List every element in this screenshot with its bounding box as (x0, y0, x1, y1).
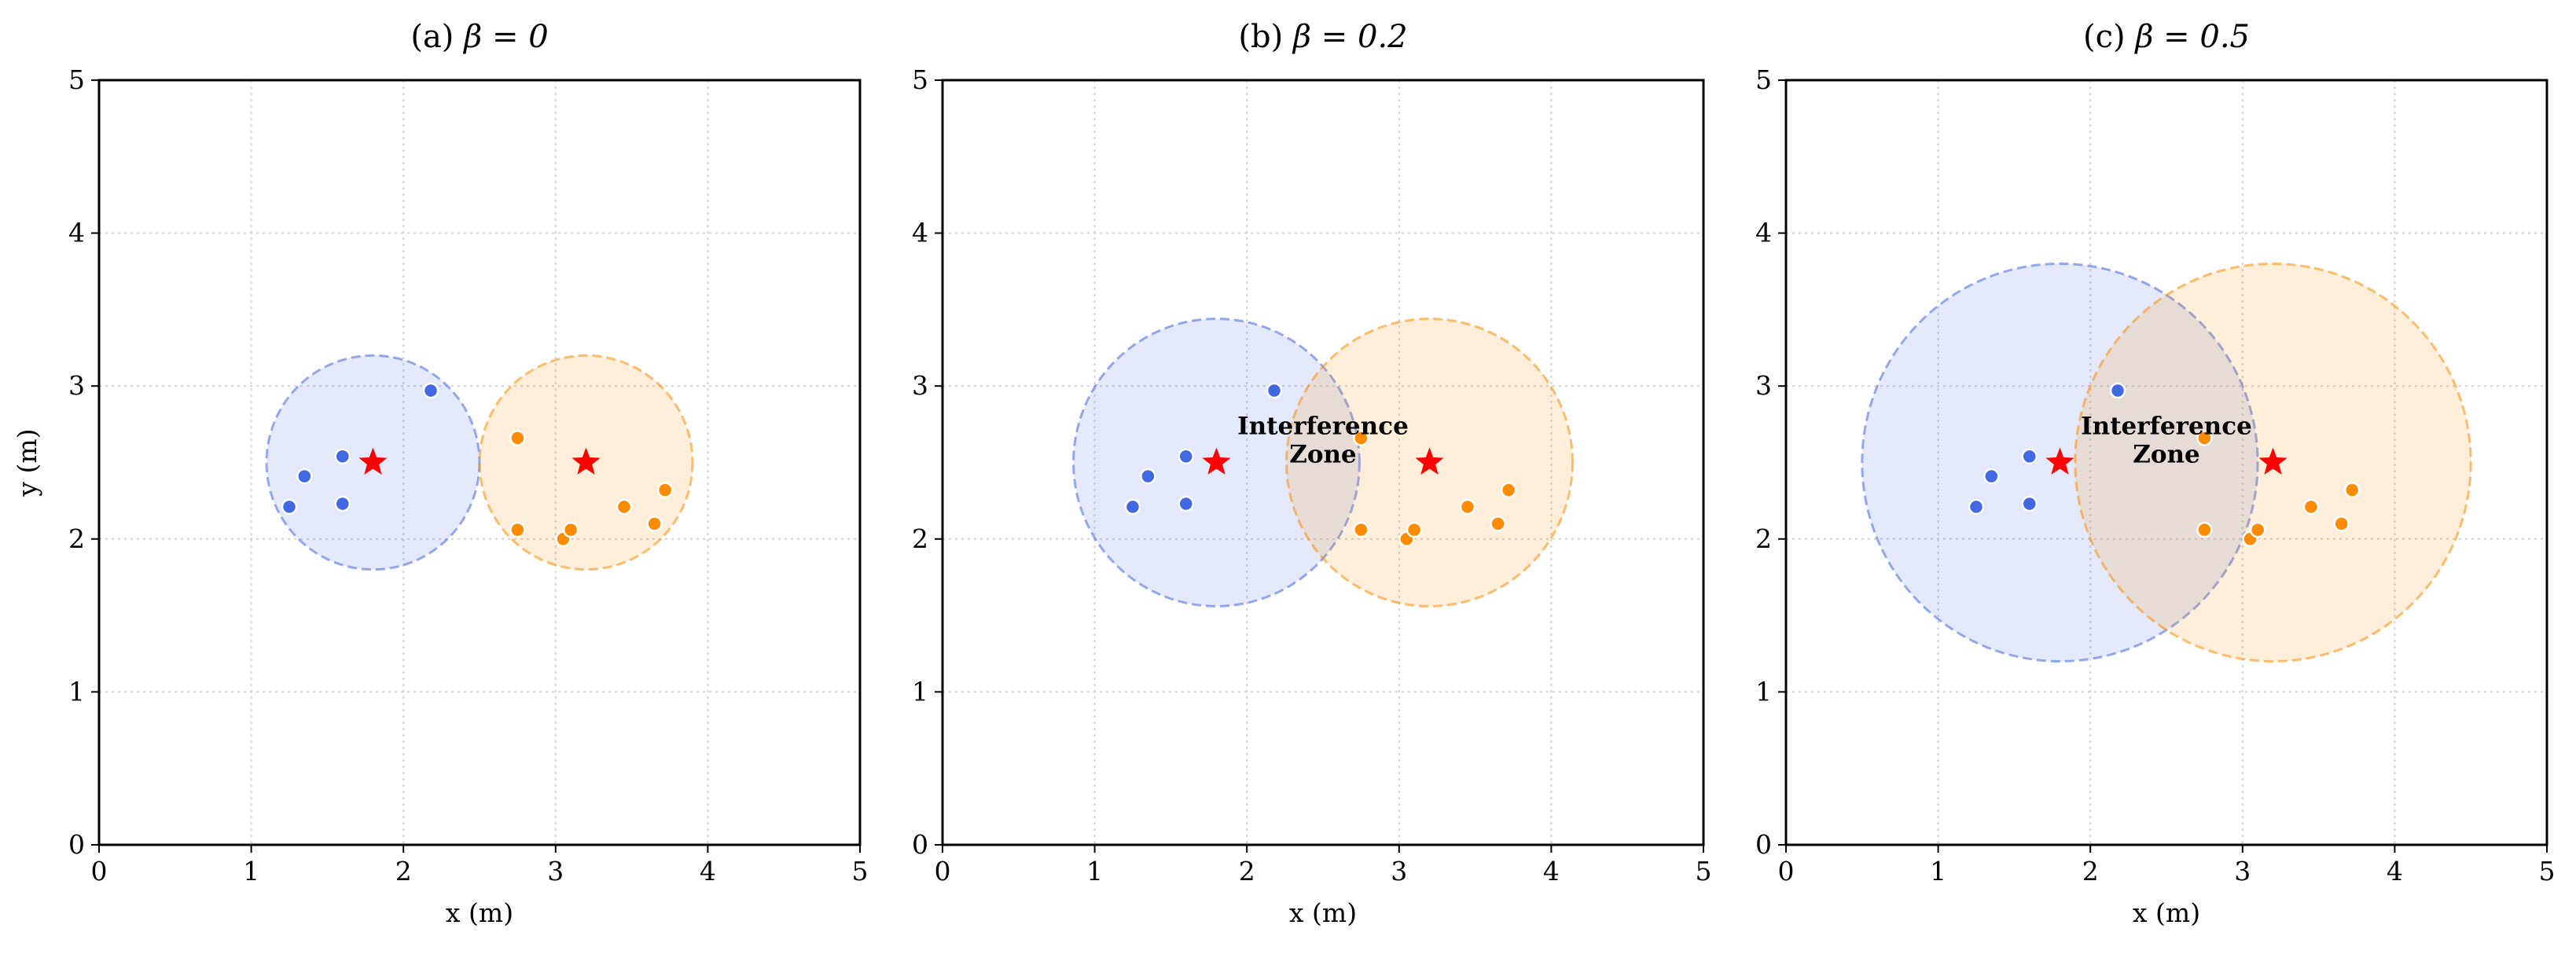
data-point-series-2 (1459, 498, 1476, 516)
data-point-series-1 (1178, 495, 1195, 512)
y-tick-label: 2 (1755, 523, 1772, 554)
axes-frame (1784, 79, 2548, 846)
data-point-series-1 (281, 498, 298, 516)
plot-area: Interference Zone (1071, 317, 1575, 607)
y-tick-label: 1 (68, 676, 85, 707)
y-tick-label: 3 (1755, 370, 1772, 401)
axes-frame (941, 79, 1705, 846)
x-tick-label: 3 (547, 856, 564, 886)
data-point-series-1 (334, 448, 351, 464)
y-tick-label: 0 (1755, 829, 1772, 860)
data-point-series-1 (2109, 382, 2126, 399)
x-tick-label: 2 (395, 856, 412, 886)
x-tick-label: 4 (2387, 856, 2403, 886)
y-tick-label: 5 (1755, 64, 1772, 95)
data-point-series-2 (2196, 521, 2213, 538)
x-tick-label: 5 (852, 856, 869, 886)
chart-panel-1: 0 1 2 3 4 5 0 1 2 3 4 5 x (m) y (m) (a) β = 0 (12, 19, 869, 928)
anchor-star-2 (1415, 447, 1444, 475)
y-tick-label: 1 (912, 676, 928, 707)
data-point-series-2 (509, 521, 526, 538)
x-tick-label: 3 (1391, 856, 1407, 886)
data-point-series-1 (296, 468, 313, 485)
anchor-star-1 (2045, 447, 2074, 475)
y-tick-label: 5 (68, 64, 85, 95)
data-point-series-2 (2343, 482, 2361, 498)
data-point-series-1 (422, 382, 439, 399)
data-point-series-1 (334, 495, 351, 512)
panels: 0 1 2 3 4 5 0 1 2 3 4 5 x (m) y (m) (a) β = 0 Interfere… (12, 19, 2556, 928)
interference-zone-label: Interference Zone (2081, 413, 2252, 469)
x-tick-label: 0 (91, 856, 108, 886)
data-point-series-2 (2333, 516, 2350, 532)
chart-panel-3: Interference Zone 0 1 2 3 4 5 0 1 2 3 4 5 x (m) (c) β =… (1755, 19, 2556, 928)
data-point-series-1 (1266, 382, 1283, 399)
x-tick-label: 0 (1778, 856, 1795, 886)
anchor-star-2 (571, 447, 601, 475)
data-point-series-1 (1178, 448, 1195, 464)
panel-title: (a) β = 0 (410, 19, 548, 55)
data-point-series-2 (509, 430, 526, 446)
plot-area (265, 354, 694, 571)
chart-panel-2: Interference Zone 0 1 2 3 4 5 0 1 2 3 4 5 x (m) (b) β =… (912, 19, 1712, 928)
y-tick-label: 4 (912, 218, 928, 248)
data-point-series-2 (656, 482, 674, 498)
y-tick-label: 0 (68, 829, 85, 860)
panel-title: (b) β = 0.2 (1238, 19, 1407, 55)
x-tick-label: 4 (700, 856, 716, 886)
y-tick-label: 2 (68, 523, 85, 554)
data-point-series-1 (2021, 448, 2038, 464)
data-point-series-1 (2021, 495, 2038, 512)
x-axis-label: x (m) (1289, 897, 1357, 928)
y-tick-label: 1 (1755, 676, 1772, 707)
data-point-series-2 (1353, 521, 1369, 538)
plot-area: Interference Zone (1861, 262, 2472, 663)
axes-frame (97, 79, 862, 846)
anchor-star-2 (2258, 447, 2288, 475)
y-tick-label: 2 (912, 523, 928, 554)
x-tick-label: 3 (2234, 856, 2251, 886)
y-tick-label: 0 (912, 829, 928, 860)
data-point-series-1 (1983, 468, 2000, 485)
data-point-series-2 (1353, 430, 1369, 446)
y-axis-label: y (m) (12, 428, 42, 497)
data-point-series-2 (562, 521, 579, 538)
panel-title: (c) β = 0.5 (2083, 19, 2250, 55)
data-point-series-2 (616, 498, 633, 516)
y-tick-label: 5 (912, 64, 928, 95)
data-point-series-1 (1124, 498, 1141, 516)
data-point-series-2 (1490, 516, 1506, 532)
x-axis-label: x (m) (2133, 897, 2200, 928)
x-tick-label: 0 (935, 856, 951, 886)
data-point-series-1 (1968, 498, 1985, 516)
data-point-series-1 (1140, 468, 1156, 485)
x-tick-label: 1 (1930, 856, 1946, 886)
x-tick-label: 5 (2539, 856, 2556, 886)
x-tick-label: 2 (2082, 856, 2099, 886)
data-point-series-2 (2302, 498, 2320, 516)
x-tick-label: 4 (1543, 856, 1560, 886)
data-point-series-2 (646, 516, 663, 532)
x-tick-label: 2 (1239, 856, 1255, 886)
interference-zone-label: Interference Zone (1237, 413, 1409, 469)
y-tick-label: 4 (1755, 218, 1772, 248)
data-point-series-2 (2196, 430, 2213, 446)
data-point-series-2 (1406, 521, 1423, 538)
y-tick-label: 4 (68, 218, 85, 248)
x-tick-label: 1 (1086, 856, 1103, 886)
data-point-series-2 (1500, 482, 1517, 498)
data-point-series-2 (2249, 521, 2266, 538)
x-axis-label: x (m) (446, 897, 513, 928)
y-tick-label: 3 (68, 370, 85, 401)
anchor-star-1 (358, 447, 388, 475)
x-tick-label: 1 (243, 856, 259, 886)
anchor-star-1 (1202, 447, 1231, 475)
x-tick-label: 5 (1696, 856, 1712, 886)
y-tick-label: 3 (912, 370, 928, 401)
